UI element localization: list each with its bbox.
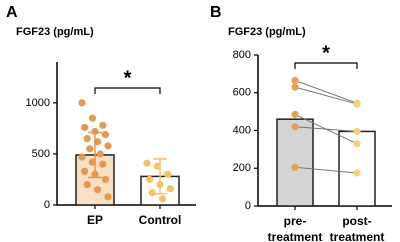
x-tick-label: EP	[86, 213, 103, 227]
data-point	[353, 169, 361, 177]
pair-line	[294, 166, 358, 174]
y-tick-label: 1000	[26, 97, 50, 109]
data-point	[159, 195, 167, 203]
y-tick-label: 800	[233, 49, 251, 61]
data-point	[153, 162, 161, 170]
data-point	[94, 138, 102, 146]
significance-bracket	[94, 87, 161, 94]
y-tick-label: 200	[233, 162, 251, 174]
data-point	[291, 123, 299, 131]
data-point	[83, 180, 91, 189]
data-point	[291, 76, 299, 85]
y-tick-label: 500	[32, 148, 50, 160]
data-point	[78, 99, 86, 107]
significance-label: *	[322, 42, 330, 64]
significance-bracket	[294, 62, 358, 69]
panel-label: A	[6, 4, 18, 21]
data-point	[81, 167, 89, 175]
significance-label: *	[124, 67, 132, 89]
data-point	[143, 159, 151, 167]
data-point	[78, 153, 86, 161]
x-tick-label: Control	[138, 213, 182, 227]
data-point	[291, 110, 299, 119]
data-point	[104, 142, 112, 150]
data-point	[164, 170, 172, 178]
y-tick-label: 400	[233, 124, 251, 136]
bar	[276, 118, 314, 207]
x-tick-label: post- treatment	[329, 214, 385, 242]
y-tick-label: 0	[44, 199, 50, 211]
y-axis-label: FGF23 (pg/mL)	[16, 26, 94, 38]
data-point	[91, 127, 99, 136]
y-tick-label: 600	[233, 87, 251, 99]
data-point	[104, 193, 112, 201]
data-point	[88, 114, 96, 122]
data-point	[88, 158, 96, 166]
pair-line	[294, 126, 358, 132]
data-point	[166, 185, 174, 193]
pair-line	[294, 86, 358, 105]
data-point	[81, 123, 89, 131]
data-point	[96, 150, 104, 158]
y-axis-label: FGF23 (pg/mL)	[228, 26, 306, 38]
data-point	[99, 160, 107, 168]
data-point	[353, 127, 361, 136]
y-tick-label: 0	[245, 200, 251, 212]
data-point	[148, 189, 156, 197]
x-tick-label: pre- treatment	[267, 214, 323, 242]
data-point	[291, 83, 299, 91]
data-point	[146, 175, 154, 184]
data-point	[156, 180, 164, 189]
data-point	[99, 121, 107, 129]
data-point	[83, 135, 91, 143]
data-point	[91, 170, 99, 178]
panel-label: B	[210, 4, 222, 21]
data-point	[291, 163, 299, 171]
data-point	[86, 145, 94, 153]
data-point	[353, 140, 361, 148]
pair-line	[294, 80, 358, 104]
data-point	[94, 186, 102, 194]
data-point	[101, 175, 109, 184]
data-point	[353, 100, 361, 108]
data-point	[101, 130, 109, 139]
